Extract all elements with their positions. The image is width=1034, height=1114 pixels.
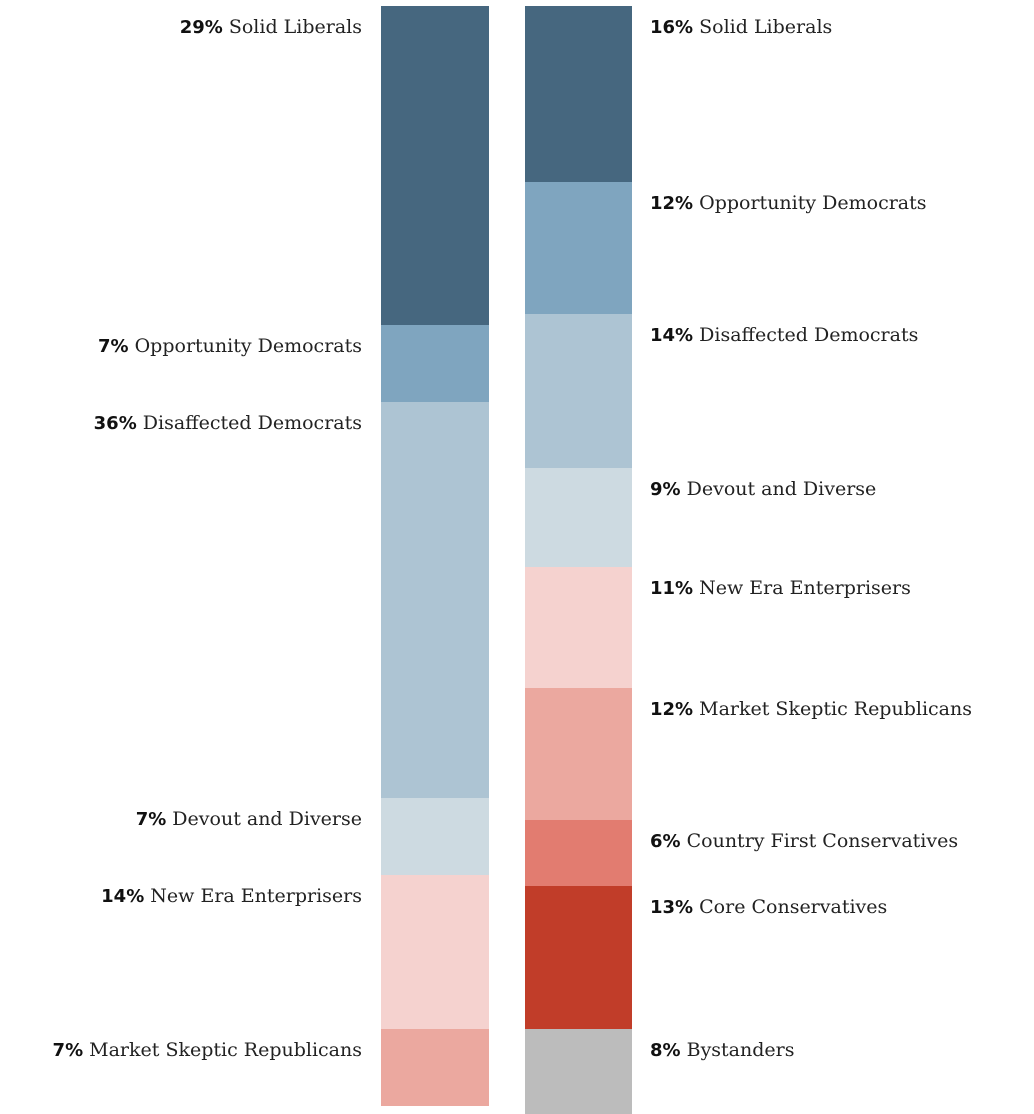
right-bar-segment-market-skeptic-republicans [525, 688, 632, 820]
left-segment-category: Opportunity Democrats [129, 335, 362, 357]
right-segment-percent: 12% [650, 699, 693, 720]
right-segment-category: Bystanders [681, 1039, 795, 1061]
right-column: 16% Solid Liberals 12% Opportunity Democr… [525, 6, 972, 1114]
right-segment-label-solid-liberals: 16% Solid Liberals [650, 16, 832, 38]
right-segment-category: Country First Conservatives [681, 830, 959, 852]
right-segment-percent: 8% [650, 1040, 681, 1061]
left-segment-label-devout-and-diverse: 7% Devout and Diverse [136, 808, 362, 830]
right-segment-category: Solid Liberals [693, 16, 832, 38]
left-segment-label-disaffected-democrats: 36% Disaffected Democrats [94, 412, 362, 434]
left-bar-segment-disaffected-democrats [381, 402, 489, 798]
right-bar-segment-devout-and-diverse [525, 468, 632, 567]
left-column: 29% Solid Liberals 7% Opportunity Democra… [53, 6, 489, 1106]
right-segment-percent: 12% [650, 193, 693, 214]
left-segment-label-opportunity-democrats: 7% Opportunity Democrats [98, 335, 362, 357]
right-segment-label-country-first-conservatives: 6% Country First Conservatives [650, 830, 958, 852]
right-segment-percent: 13% [650, 897, 693, 918]
right-segment-label-market-skeptic-republicans: 12% Market Skeptic Republicans [650, 698, 972, 720]
right-segment-label-devout-and-diverse: 9% Devout and Diverse [650, 478, 876, 500]
right-bar-segment-country-first-conservatives [525, 820, 632, 886]
left-bar-segment-market-skeptic-republicans [381, 1029, 489, 1106]
left-segment-label-new-era-enterprisers: 14% New Era Enterprisers [101, 885, 362, 907]
left-segment-percent: 7% [136, 809, 167, 830]
right-segment-percent: 11% [650, 578, 693, 599]
left-bar-segment-new-era-enterprisers [381, 875, 489, 1029]
right-segment-percent: 16% [650, 17, 693, 38]
right-segment-percent: 9% [650, 479, 681, 500]
right-segment-percent: 14% [650, 325, 693, 346]
left-bar-segment-devout-and-diverse [381, 798, 489, 875]
right-bar-segment-bystanders [525, 1029, 632, 1114]
left-segment-category: Market Skeptic Republicans [83, 1039, 362, 1061]
right-segment-label-opportunity-democrats: 12% Opportunity Democrats [650, 192, 927, 214]
left-segment-label-market-skeptic-republicans: 7% Market Skeptic Republicans [53, 1039, 362, 1061]
right-bar-segment-core-conservatives [525, 886, 632, 1029]
right-segment-label-bystanders: 8% Bystanders [650, 1039, 795, 1061]
right-segment-category: Market Skeptic Republicans [693, 698, 972, 720]
right-segment-label-core-conservatives: 13% Core Conservatives [650, 896, 887, 918]
right-bar-segment-disaffected-democrats [525, 314, 632, 468]
right-bar-segment-solid-liberals [525, 6, 632, 182]
right-segment-category: Devout and Diverse [681, 478, 877, 500]
right-segment-label-disaffected-democrats: 14% Disaffected Democrats [650, 324, 918, 346]
left-segment-category: Solid Liberals [223, 16, 362, 38]
left-segment-percent: 7% [53, 1040, 84, 1061]
right-segment-percent: 6% [650, 831, 681, 852]
left-segment-category: Disaffected Democrats [137, 412, 362, 434]
left-segment-percent: 36% [94, 413, 137, 434]
left-segment-category: New Era Enterprisers [144, 885, 362, 907]
right-segment-category: Opportunity Democrats [693, 192, 926, 214]
left-segment-percent: 29% [180, 17, 223, 38]
right-bar-segment-new-era-enterprisers [525, 567, 632, 688]
left-segment-percent: 7% [98, 336, 129, 357]
left-segment-label-solid-liberals: 29% Solid Liberals [180, 16, 362, 38]
right-segment-label-new-era-enterprisers: 11% New Era Enterprisers [650, 577, 911, 599]
left-segment-category: Devout and Diverse [166, 808, 362, 830]
right-segment-category: New Era Enterprisers [693, 577, 911, 599]
right-segment-category: Core Conservatives [693, 896, 887, 918]
right-segment-category: Disaffected Democrats [693, 324, 918, 346]
right-bar-segment-opportunity-democrats [525, 182, 632, 314]
left-segment-percent: 14% [101, 886, 144, 907]
left-bar-segment-opportunity-democrats [381, 325, 489, 402]
left-bar-segment-solid-liberals [381, 6, 489, 325]
